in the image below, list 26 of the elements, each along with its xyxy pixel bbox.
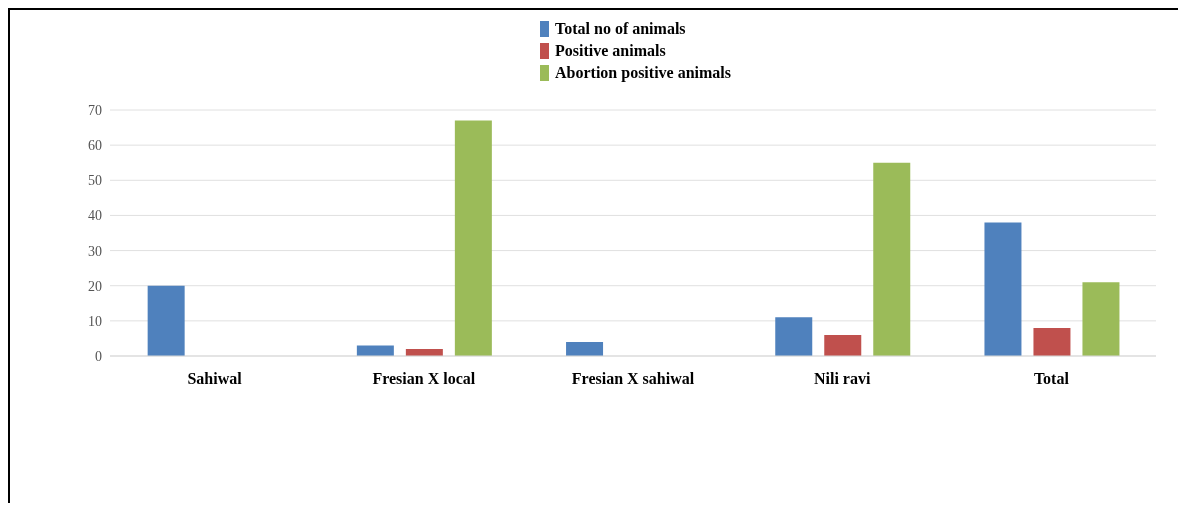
- x-tick-label: Total: [1033, 370, 1070, 387]
- x-tick-label: Fresian X local: [372, 370, 476, 387]
- bar: [356, 345, 394, 356]
- x-tick-label: Sahiwal: [187, 370, 243, 387]
- bar: [1082, 282, 1120, 356]
- bar: [984, 222, 1022, 356]
- y-tick-label: 0: [95, 348, 102, 364]
- legend-label: Total no of animals: [555, 20, 686, 38]
- y-tick-label: 30: [88, 243, 102, 259]
- y-tick-label: 70: [88, 102, 102, 118]
- legend-label: Abortion positive animals: [555, 64, 732, 82]
- bar: [1033, 327, 1071, 356]
- bar: [824, 334, 862, 356]
- bar: [454, 120, 492, 356]
- bar: [873, 162, 911, 356]
- x-tick-label: Nili ravi: [813, 370, 871, 387]
- y-tick-label: 20: [88, 278, 102, 294]
- bar: [775, 317, 813, 356]
- y-tick-label: 40: [88, 208, 102, 224]
- y-tick-label: 50: [88, 173, 102, 189]
- bar: [147, 285, 185, 356]
- y-tick-label: 60: [88, 138, 102, 154]
- bar: [566, 341, 604, 356]
- legend-label: Positive animals: [555, 42, 666, 60]
- y-tick-label: 10: [88, 313, 102, 329]
- x-tick-label: Fresian X sahiwal: [571, 370, 695, 387]
